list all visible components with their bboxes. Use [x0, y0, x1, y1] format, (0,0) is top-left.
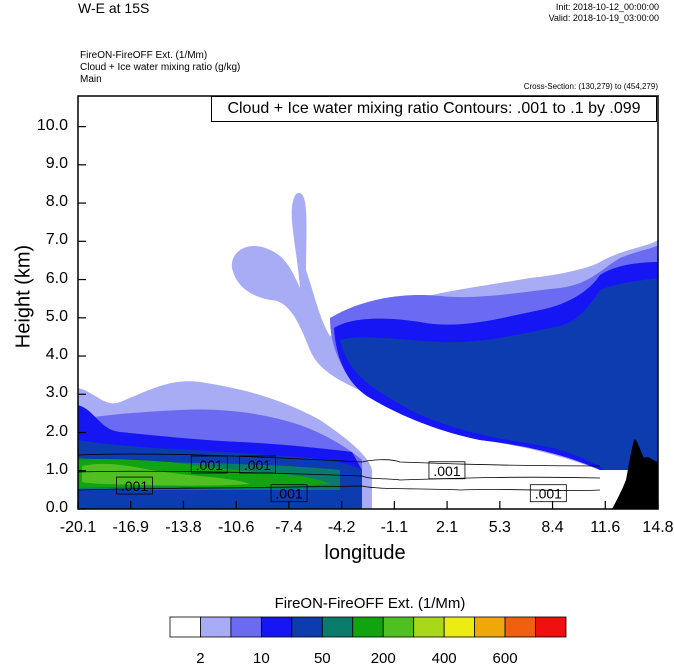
colorbar-swatch	[200, 616, 232, 638]
y-tick-label: 0.0	[45, 499, 68, 516]
x-tick-label: -4.2	[327, 519, 356, 536]
contour-label-text: .001	[275, 486, 302, 502]
colorbar-label: 2	[196, 650, 205, 667]
x-tick-label: 5.3	[488, 519, 511, 536]
contour-label-text: .001	[196, 457, 223, 473]
colorbar-swatch	[474, 616, 506, 638]
colorbar-swatch	[291, 616, 323, 638]
contour-line	[77, 453, 601, 467]
x-tick-label: -10.6	[217, 519, 255, 536]
contour-label-text: .001	[121, 478, 148, 494]
contour-label: .001	[239, 455, 276, 474]
contour-label: .001	[270, 484, 308, 503]
colorbar-swatch	[230, 616, 262, 638]
y-tick-label: 1.0	[45, 460, 68, 478]
filled-contours	[78, 96, 658, 509]
x-tick-label: -13.8	[165, 519, 202, 536]
colorbar-label: 200	[370, 650, 396, 667]
x-tick-label: 11.6	[590, 519, 621, 536]
contour-label: .001	[529, 484, 567, 503]
x-tick-label: 2.1	[435, 519, 459, 536]
colorbar-swatch	[382, 616, 415, 638]
y-tick-label: 4.0	[45, 346, 68, 364]
x-tick-label: -7.4	[275, 519, 303, 536]
y-tick-label: 7.0	[45, 231, 68, 249]
contour-label-text: .001	[244, 457, 271, 473]
x-tick-label: -16.9	[112, 519, 149, 536]
contour-line	[77, 485, 601, 491]
x-tick-label: 14.8	[642, 519, 674, 536]
fill-lvl4-upper	[340, 278, 658, 470]
y-axis-label: Height (km)	[12, 244, 35, 349]
x-tick-label: -20.1	[59, 519, 97, 536]
colorbar-swatch	[535, 616, 567, 638]
x-tick-label: 8.4	[541, 519, 564, 536]
plot-title: W-E at 15S	[78, 0, 150, 16]
field-name-3: Main	[80, 74, 102, 85]
y-tick-label: 5.0	[45, 307, 68, 325]
y-tick-label: 6.0	[45, 269, 68, 287]
colorbar-swatch	[504, 616, 536, 638]
contour-info-box: Cloud + Ice water mixing ratio Contours:…	[211, 96, 657, 122]
x-tick-label: -1.1	[380, 519, 409, 536]
y-tick-label: 3.0	[45, 384, 68, 402]
contour-label: .001	[116, 476, 153, 495]
colorbar-label: 600	[492, 650, 518, 667]
y-tick-label: 2.0	[45, 422, 68, 440]
colorbar-label: 10	[253, 650, 270, 667]
contour-label-text: .001	[433, 463, 460, 479]
valid-time: Valid: 2018-10-19_03:00:00	[548, 13, 659, 23]
init-time: Init: 2018-10-12_00:00:00	[555, 2, 659, 12]
x-axis-label: longitude	[324, 542, 406, 564]
colorbar-swatch	[260, 616, 293, 638]
y-tick-label: 9.0	[45, 154, 68, 172]
colorbar-swatch	[352, 616, 384, 638]
colorbar	[169, 616, 567, 638]
colorbar-label: 50	[313, 650, 331, 667]
fill-lvl7-left	[82, 463, 250, 486]
contour-label-text: .001	[535, 486, 562, 502]
colorbar-swatch	[413, 616, 445, 638]
y-tick-label: 8.0	[45, 193, 68, 211]
contour-labels: .001.001.001.001.001.001	[77, 453, 601, 503]
colorbar-swatch	[169, 616, 201, 638]
colorbar-label: 400	[431, 650, 457, 667]
field-name-2: Cloud + Ice water mixing ratio (g/kg)	[80, 62, 241, 73]
colorbar-title: FireON-FireOFF Ext. (1/Mm)	[274, 595, 466, 612]
field-name-1: FireON-FireOFF Ext. (1/Mm)	[80, 50, 208, 61]
colorbar-swatch	[321, 616, 354, 638]
x-axis	[77, 501, 659, 509]
cross-section-label: Cross-Section: (130,279) to (454,279)	[523, 82, 658, 91]
colorbar-swatch	[443, 616, 476, 638]
contour-label: .001	[428, 461, 466, 480]
contour-label: .001	[190, 455, 228, 474]
terrain	[612, 439, 658, 509]
y-axis	[78, 125, 86, 510]
contour-line	[77, 470, 601, 481]
y-tick-label: 10.0	[36, 116, 68, 134]
